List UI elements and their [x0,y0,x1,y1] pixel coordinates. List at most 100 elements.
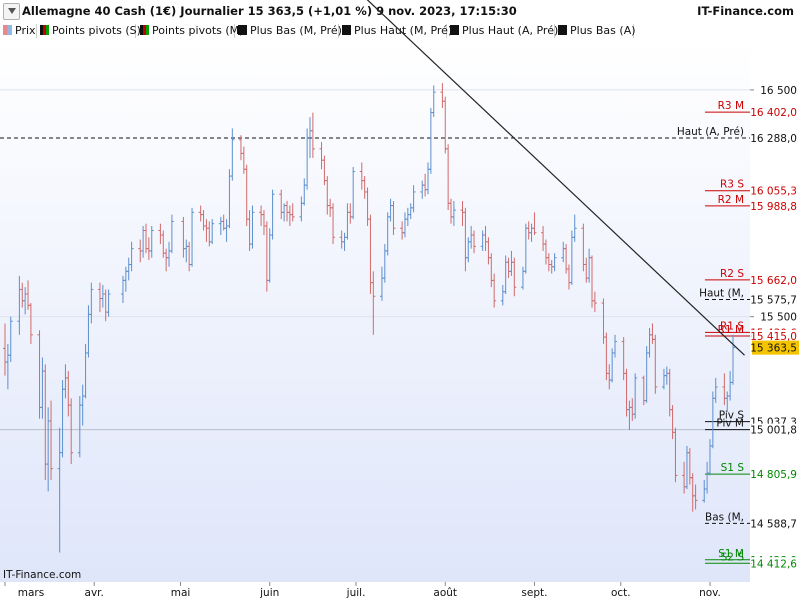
candle [391,201,396,236]
legend-swatch [3,25,12,35]
last-price-box [752,340,799,355]
x-tick-label: août [433,587,457,599]
legend-label: Prix [15,24,36,37]
level-value-box [752,131,799,144]
level-name: R1 S [720,320,744,332]
candle [713,377,718,403]
x-tick-label: mars [18,587,44,599]
candle [613,334,618,358]
candle [89,282,94,324]
candle [169,214,174,254]
legend-item[interactable]: Plus Bas (M, Pré) [238,24,342,38]
legend-item[interactable]: Plus Haut (A, Pré) [450,24,559,38]
trend-line [366,0,745,356]
legend-label: Plus Haut (M, Pré) [354,24,453,37]
level-name: R3 M [718,100,744,112]
x-tick-label: nov. [699,587,721,599]
level-value-box [752,273,799,286]
level-name: R3 S [720,179,744,191]
candle [190,207,195,267]
candle [351,166,356,220]
level-value-box [752,468,799,481]
candle [149,225,154,258]
level-name: Haut (A, Pré) [677,126,744,138]
candle [633,373,638,419]
legend-swatch [450,25,459,35]
title-bar: Allemagne 40 Cash (1€) Journalier 15 363… [0,0,800,23]
legend-swatch [342,25,351,35]
x-tick-label: juil. [346,587,366,599]
candle [8,316,13,363]
candle [331,203,336,245]
level-name: R2 M [718,194,744,206]
last-price-label: 15 363,5 [750,343,797,355]
level-name: Bas (M, [705,511,744,523]
candle [69,398,74,465]
level-value: 15 575,7 [750,295,797,307]
legend-item[interactable]: Plus Bas (A) [558,24,636,38]
level-name: Haut (M, [699,288,744,300]
level-value-box [752,329,799,342]
legend-swatch [558,25,567,35]
x-tick-label: sept. [521,587,547,599]
level-value: 15 001,8 [750,425,797,437]
candle [472,230,477,254]
level-name: S2 S [721,551,745,563]
candle [653,334,658,394]
candle [49,400,54,480]
candle [210,219,215,245]
legend-item[interactable]: Points pivots (S) [40,24,141,38]
chart-title: Allemagne 40 Cash (1€) Journalier 15 363… [22,4,517,18]
candle [572,214,577,242]
candle [512,257,517,297]
level-value: 16 055,3 [750,186,797,198]
candle [270,189,275,240]
level-name: Piv M [716,418,744,430]
level-value: 14 412,6 [750,558,797,570]
level-name: R2 S [720,268,744,280]
y-tick-label: 16 500 [760,85,797,97]
level-value: 15 662,0 [750,275,797,287]
candle [552,253,557,272]
legend-label: Plus Haut (A, Pré) [462,24,559,37]
candle [310,112,315,158]
legend-swatch [40,25,49,35]
y-tick-label: 15 500 [760,312,797,324]
legend-label: Points pivots (S) [52,24,141,37]
candle [371,271,376,335]
level-value-box [752,557,799,570]
level-value-box [752,106,799,119]
legend-swatch [238,25,247,35]
level-value-box [752,293,799,306]
candle [592,291,597,313]
candle [451,201,456,226]
candle [250,205,255,249]
candle [230,128,235,181]
candle [673,427,678,483]
legend-label: Plus Bas (A) [570,24,636,37]
collapse-menu-icon[interactable] [3,3,20,20]
legend-item[interactable]: Plus Haut (M, Pré) [342,24,452,38]
level-value: 15 415,0 [750,331,797,343]
level-value-box [752,423,799,436]
legend-bar: Prix Points pivots (S) Points pivots (M) Pl… [0,22,800,41]
candle [290,203,295,222]
level-name: S1 M [718,548,744,560]
level-value: 14 588,7 [750,518,797,530]
level-value: 16 402,0 [750,107,797,119]
candle [129,241,134,272]
legend-item[interactable]: Points pivots (M) [140,24,243,38]
watermark: IT-Finance.com [3,569,81,581]
brand-name: IT-Finance.com [697,4,794,18]
x-tick-label: mai [171,587,191,599]
level-value: 16 288,0 [750,133,797,145]
legend-label: Points pivots (M) [152,24,244,37]
legend-item[interactable]: Prix [3,24,37,38]
plot-background [0,40,750,582]
legend-label: Plus Bas (M, Pré) [250,24,342,37]
candle [28,303,33,344]
level-value-box [752,184,799,197]
candle [431,85,436,118]
candle [106,289,111,317]
